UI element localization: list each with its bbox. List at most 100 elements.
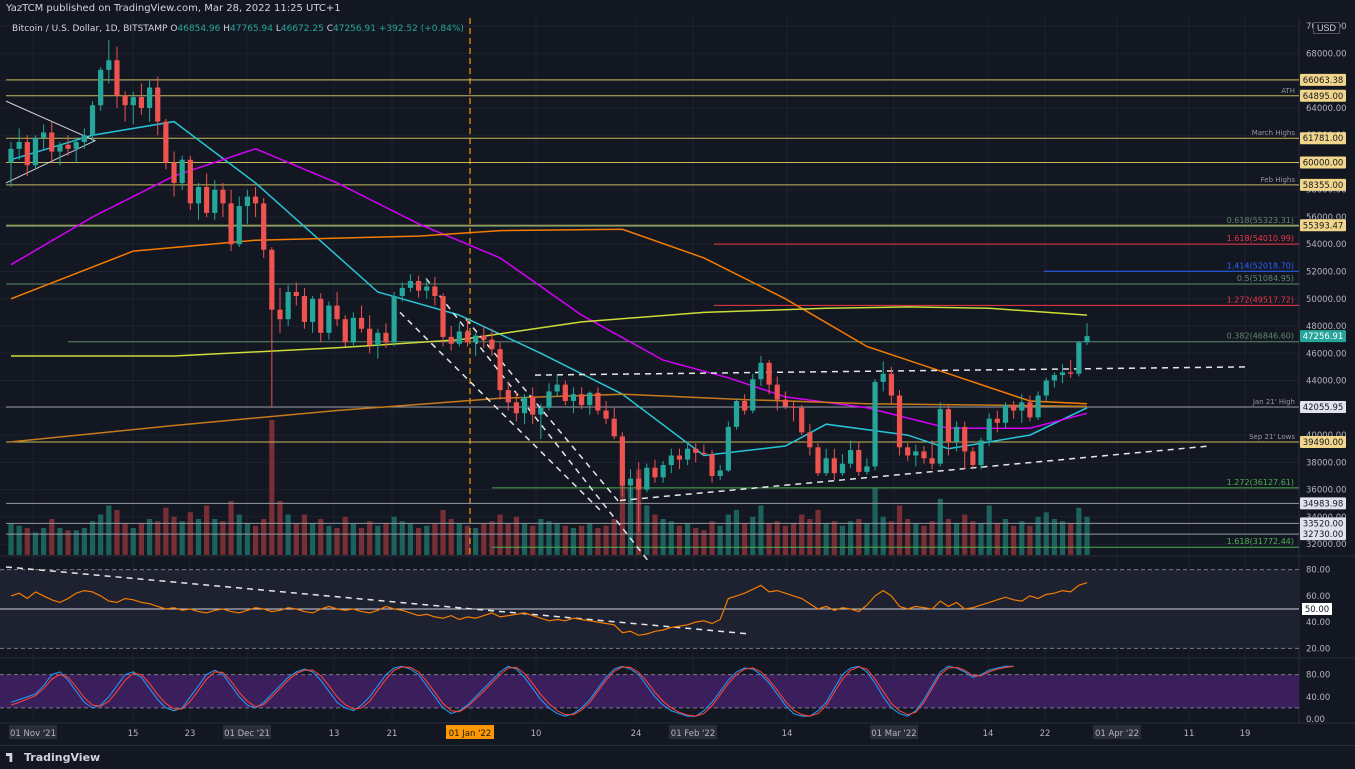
volume-bar — [799, 514, 805, 555]
price-tick-label: 46000.00 — [1306, 349, 1347, 359]
level-price-tag-bg — [1300, 219, 1346, 232]
last-price-tag: 47256.91 — [1303, 332, 1344, 342]
candle-body — [1002, 405, 1009, 423]
candle-body — [595, 392, 601, 411]
candle-body — [285, 291, 291, 320]
candle-body — [269, 249, 275, 310]
volume-bar — [204, 505, 210, 555]
candle-body — [521, 396, 528, 414]
currency-button[interactable]: USD — [1313, 22, 1341, 34]
candle-body — [98, 69, 104, 106]
volume-bar — [880, 516, 886, 555]
time-tick-label: 13 — [329, 729, 340, 739]
chart-area[interactable]: ATH March Highs Feb Highs Jan 21' High Sep 2… — [0, 18, 1355, 745]
volume-bar — [603, 525, 609, 555]
volume-bar — [953, 523, 960, 555]
volume-bar — [171, 516, 177, 555]
volume-bar — [684, 523, 691, 555]
candle-body — [546, 391, 552, 408]
moving-average-line — [11, 306, 1088, 357]
rsi-current-tag-bg — [1302, 603, 1332, 615]
level-price-tag: 64895.00 — [1303, 92, 1344, 102]
fib-level-label: 1.272(36127.61) — [1227, 478, 1294, 487]
candle-body — [301, 296, 308, 322]
change-value: +392.52 (+0.84%) — [378, 24, 464, 34]
volume-bar — [839, 525, 846, 555]
candle-body — [440, 296, 446, 337]
candle-body — [220, 189, 226, 204]
candle-body — [953, 426, 960, 442]
candle-body — [424, 286, 430, 291]
fib-level-label: 0.618(55323.31) — [1227, 216, 1294, 225]
candle-body — [383, 332, 389, 343]
candle-body — [554, 384, 560, 392]
candle-body — [815, 447, 821, 474]
falling-channel-mid — [465, 318, 621, 504]
time-tick-label: 24 — [631, 729, 642, 739]
candle-body — [432, 286, 438, 297]
volume-bar — [1068, 523, 1074, 555]
volume-bar — [163, 507, 169, 555]
candle-body — [513, 402, 519, 414]
time-tick-label: 21 — [387, 729, 398, 739]
volume-bar — [269, 420, 275, 555]
volume-bar — [1051, 519, 1057, 555]
volume-bar — [766, 523, 772, 555]
volume-bar — [733, 510, 740, 555]
volume-bar — [652, 514, 658, 555]
low-label: L — [275, 24, 281, 34]
volume-bar — [538, 519, 544, 555]
tradingview-logo[interactable]: TradingView — [6, 751, 100, 764]
candle-body — [725, 426, 731, 471]
volume-bar — [89, 521, 96, 555]
level-price-tag-bg — [1300, 156, 1346, 169]
candle-body — [717, 470, 723, 476]
candle-body — [978, 440, 984, 466]
volume-bar — [693, 528, 699, 555]
candle-body — [888, 373, 894, 396]
candle-body — [8, 148, 14, 163]
candle-body — [603, 410, 609, 419]
close-value: 47256.91 — [333, 24, 376, 34]
volume-bar — [644, 505, 650, 555]
candle-body — [896, 395, 903, 448]
level-note: Feb Highs — [1261, 176, 1296, 184]
volume-bar — [929, 521, 935, 555]
candle-body — [627, 478, 634, 486]
candle-body — [782, 399, 788, 407]
volume-bar — [57, 528, 63, 555]
volume-bar — [725, 514, 731, 555]
time-tick-label: 10 — [531, 729, 542, 739]
volume-bar — [562, 525, 568, 555]
symbol-name[interactable]: Bitcoin / U.S. Dollar, 1D, BITSTAMP — [12, 24, 168, 34]
high-value: 47765.94 — [230, 24, 273, 34]
volume-bar — [848, 521, 854, 555]
publisher-bar: YazTCM published on TradingView.com, Mar… — [0, 0, 1355, 18]
time-highlight-bg — [446, 725, 494, 739]
stoch-tick-label: 0.00 — [1306, 715, 1325, 725]
volume-bar — [285, 514, 291, 555]
candle-body — [358, 317, 365, 329]
candle-body — [130, 97, 136, 106]
volume-bar — [367, 521, 373, 555]
volume-bar — [994, 523, 1000, 555]
volume-bar — [1027, 525, 1033, 555]
volume-bar — [888, 521, 894, 555]
volume-bar — [823, 523, 829, 555]
volume-bar — [864, 523, 870, 555]
volume-bar — [440, 510, 446, 555]
volume-bar — [1084, 516, 1090, 555]
candle-body — [171, 162, 177, 183]
candle-body — [831, 458, 837, 474]
volume-bar — [872, 487, 878, 555]
volume-bar — [138, 523, 145, 555]
candle-body — [391, 296, 397, 343]
candle-body — [1076, 342, 1082, 374]
candle-body — [693, 448, 699, 453]
price-tick-label: 64000.00 — [1306, 104, 1347, 114]
price-tick-label: 52000.00 — [1306, 268, 1347, 278]
candle-body — [407, 281, 414, 288]
volume-bar — [921, 525, 927, 555]
volume-bar — [896, 505, 903, 555]
candle-body — [481, 335, 487, 340]
